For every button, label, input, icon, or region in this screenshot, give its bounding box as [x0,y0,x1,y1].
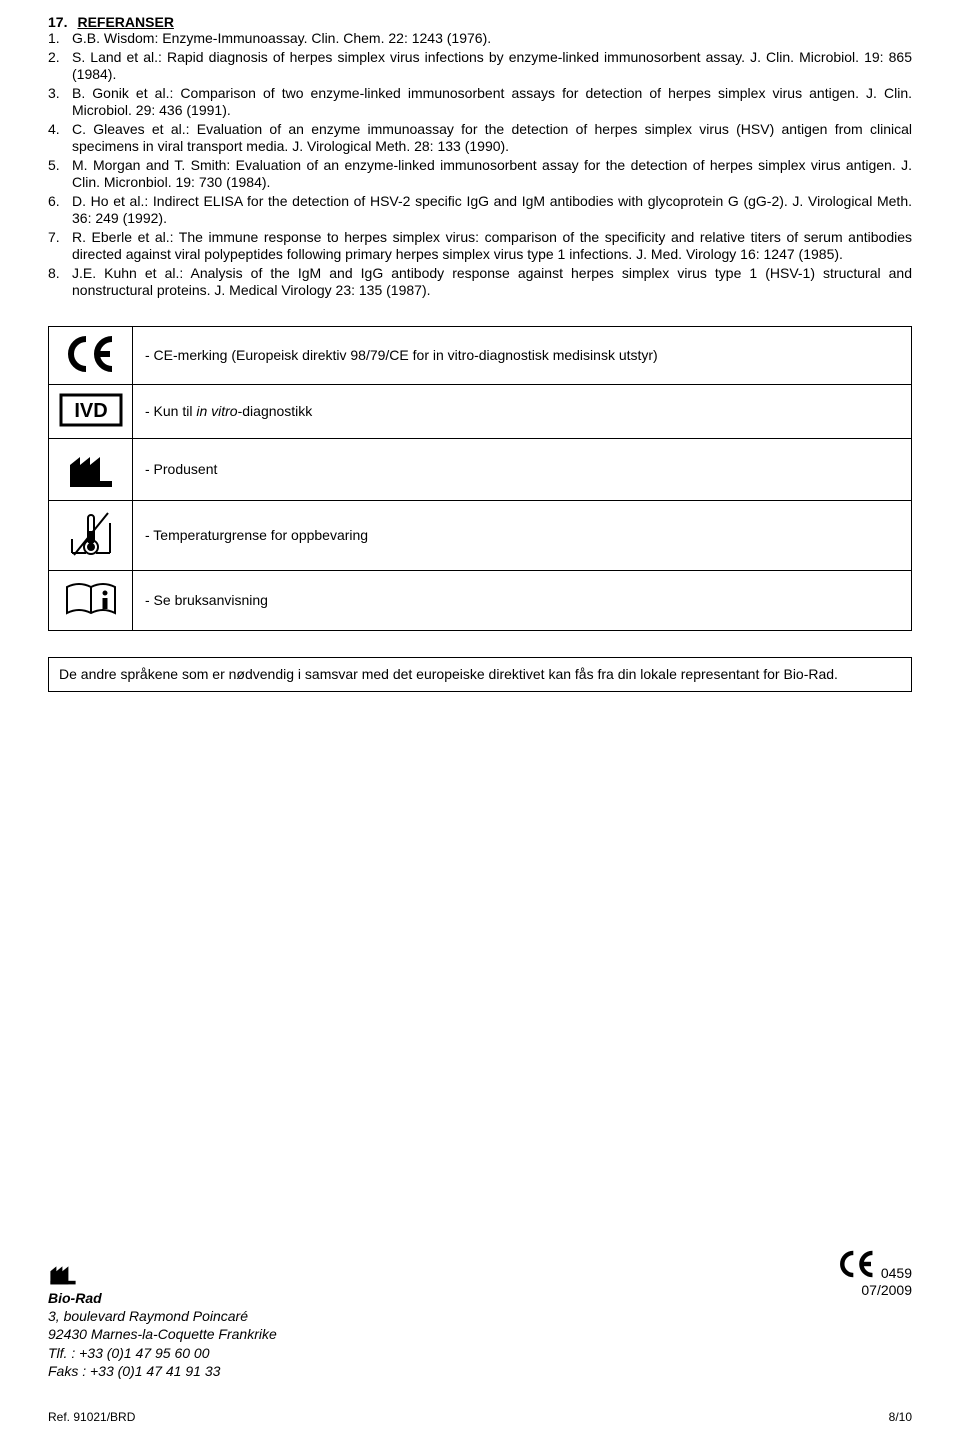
language-note: De andre språkene som er nødvendig i sam… [48,657,912,693]
temperature-limit-icon [49,500,133,570]
document-date: 07/2009 [837,1282,912,1299]
section-number: 17. [48,14,67,30]
consult-ifu-icon [49,570,133,630]
document-ref: Ref. 91021/BRD [48,1410,135,1424]
manufacturer-footer: Bio-Rad 3, boulevard Raymond Poincaré 92… [48,1260,912,1380]
symbol-desc: - Kun til in vitro-diagnostikk [133,384,912,438]
table-row: - CE-merking (Europeisk direktiv 98/79/C… [49,326,912,384]
svg-text:IVD: IVD [74,400,107,422]
company-name: Bio-Rad [48,1289,912,1307]
table-row: IVD - Kun til in vitro-diagnostikk [49,384,912,438]
reference-item: 4.C. Gleaves et al.: Evaluation of an en… [72,121,912,156]
symbol-desc: - CE-merking (Europeisk direktiv 98/79/C… [133,326,912,384]
table-row: - Temperaturgrense for oppbevaring [49,500,912,570]
symbol-desc: - Se bruksanvisning [133,570,912,630]
reference-item: 2.S. Land et al.: Rapid diagnosis of her… [72,49,912,84]
references-list: 1.G.B. Wisdom: Enzyme-Immunoassay. Clin.… [48,30,912,300]
telephone: Tlf. : +33 (0)1 47 95 60 00 [48,1344,912,1362]
symbols-table: - CE-merking (Europeisk direktiv 98/79/C… [48,326,912,631]
ce-number: 0459 [881,1265,912,1281]
ce-mark-icon [49,326,133,384]
symbol-desc: - Temperaturgrense for oppbevaring [133,500,912,570]
table-row: - Se bruksanvisning [49,570,912,630]
ce-mark-icon: 0459 [837,1250,912,1282]
section-heading: 17. REFERANSER [48,14,912,30]
manufacturer-icon [48,1260,78,1289]
reference-item: 8.J.E. Kuhn et al.: Analysis of the IgM … [72,265,912,300]
reference-item: 7.R. Eberle et al.: The immune response … [72,229,912,264]
ivd-icon: IVD [49,384,133,438]
symbol-desc: - Produsent [133,438,912,500]
table-row: - Produsent [49,438,912,500]
reference-item: 1.G.B. Wisdom: Enzyme-Immunoassay. Clin.… [72,30,912,48]
reference-item: 3.B. Gonik et al.: Comparison of two enz… [72,85,912,120]
page-footer: Ref. 91021/BRD 8/10 [48,1410,912,1424]
fax: Faks : +33 (0)1 47 41 91 33 [48,1362,912,1380]
address-line: 92430 Marnes-la-Coquette Frankrike [48,1325,912,1343]
page-number: 8/10 [889,1410,912,1424]
manufacturer-icon [49,438,133,500]
address-line: 3, boulevard Raymond Poincaré [48,1307,912,1325]
reference-item: 6.D. Ho et al.: Indirect ELISA for the d… [72,193,912,228]
section-title-text: REFERANSER [77,14,173,30]
reference-item: 5.M. Morgan and T. Smith: Evaluation of … [72,157,912,192]
